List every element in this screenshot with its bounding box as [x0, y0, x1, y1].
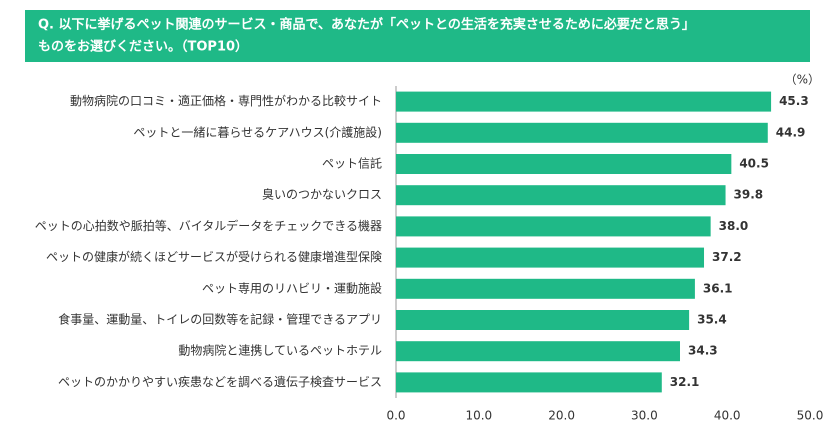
value-label: 32.1	[670, 375, 700, 389]
bar	[396, 372, 662, 393]
x-tick-label: 30.0	[631, 409, 658, 423]
y-tick-label: ペットの心拍数や脈拍等、バイタルデータをチェックできる機器	[35, 218, 382, 233]
value-label: 44.9	[776, 125, 806, 139]
value-label: 37.2	[712, 250, 742, 264]
value-label: 45.3	[779, 94, 809, 108]
bar	[396, 278, 695, 299]
unit-label: （%）	[785, 73, 820, 87]
bar	[396, 185, 726, 206]
value-label: 40.5	[739, 157, 769, 171]
title-box	[25, 10, 810, 62]
value-label: 36.1	[703, 281, 733, 295]
bar	[396, 91, 772, 112]
x-tick-label: 50.0	[797, 409, 824, 423]
value-label: 38.0	[719, 219, 749, 233]
bar	[396, 122, 768, 143]
chart-title: ものをお選びください。（TOP10）	[38, 39, 248, 55]
value-label: 39.8	[734, 188, 764, 202]
bar	[396, 247, 705, 268]
y-tick-label: ペットと一緒に暮らせるケアハウス(介護施設)	[133, 124, 382, 139]
value-label: 35.4	[697, 313, 727, 327]
bar	[396, 310, 690, 330]
bar	[396, 216, 711, 237]
y-tick-label: 臭いのつかないクロス	[262, 187, 382, 202]
x-tick-label: 20.0	[548, 409, 575, 423]
y-tick-label: ペットのかかりやすい疾患などを調べる遺伝子検査サービス	[58, 374, 382, 389]
bar	[396, 341, 681, 362]
y-tick-label: ペット専用のリハビリ・運動施設	[202, 280, 382, 295]
x-tick-label: 40.0	[714, 409, 741, 423]
x-tick-label: 0.0	[386, 409, 405, 423]
y-tick-label: 動物病院と連携しているペットホテル	[178, 343, 382, 358]
y-tick-label: ペット信託	[322, 156, 382, 171]
value-label: 34.3	[688, 344, 718, 358]
chart-title: Q. 以下に挙げるペット関連のサービス・商品で、あなたが「ペットとの生活を充実さ…	[38, 17, 695, 33]
y-tick-label: 食事量、運動量、トイレの回数等を記録・管理できるアプリ	[58, 312, 382, 327]
x-tick-label: 10.0	[465, 409, 492, 423]
y-tick-label: ペットの健康が続くほどサービスが受けられる健康増進型保険	[46, 249, 382, 264]
bar	[396, 154, 732, 174]
y-tick-label: 動物病院の口コミ・適正価格・専門性がわかる比較サイト	[70, 93, 382, 108]
